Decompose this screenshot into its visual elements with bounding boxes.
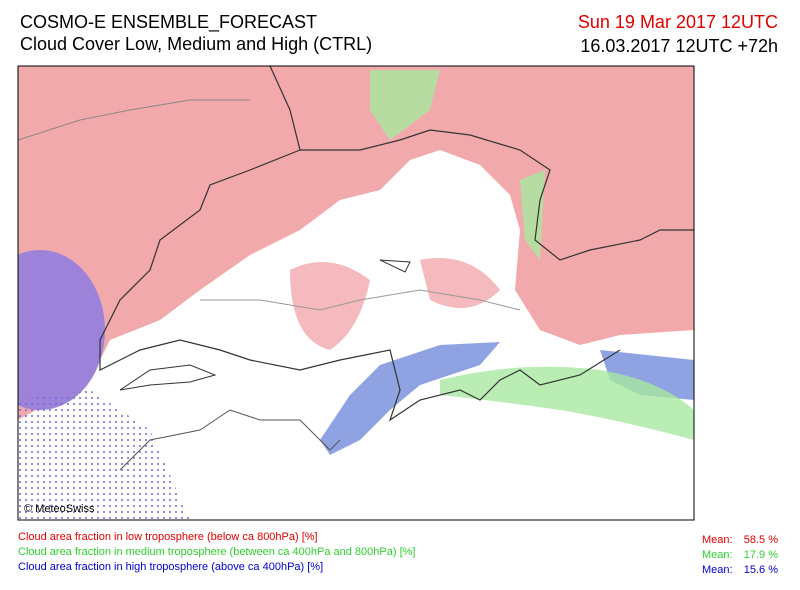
medium-cloud xyxy=(440,366,694,440)
cloud-field xyxy=(18,66,694,520)
subtitle: Cloud Cover Low, Medium and High (CTRL) xyxy=(20,34,373,54)
high-cloud xyxy=(18,390,190,520)
title: COSMO-E ENSEMBLE_FORECAST xyxy=(20,12,318,32)
high-cloud xyxy=(600,350,694,400)
lake xyxy=(119,364,217,391)
mean-label: Mean: xyxy=(702,564,733,576)
low-cloud xyxy=(420,258,500,308)
borders xyxy=(18,66,694,471)
medium-cloud xyxy=(370,70,440,140)
lake xyxy=(379,259,411,273)
map-frame xyxy=(17,65,695,521)
copyright: © MeteoSwiss xyxy=(24,503,95,515)
country-border xyxy=(269,66,694,261)
region-border xyxy=(200,289,521,311)
legend-label: Cloud area fraction in low troposphere (… xyxy=(18,531,318,543)
mean-label: Mean: xyxy=(702,549,733,561)
legend-label: Cloud area fraction in medium tropospher… xyxy=(18,546,416,558)
country-border xyxy=(99,149,621,422)
run-time: 16.03.2017 12UTC +72h xyxy=(580,36,778,56)
mean-value: 58.5 % xyxy=(743,534,778,546)
legend-label: Cloud area fraction in high troposphere … xyxy=(18,561,324,573)
medium-cloud xyxy=(520,170,545,260)
mean-value: 17.9 % xyxy=(743,549,778,561)
high-low-overlap xyxy=(18,250,105,410)
country-border xyxy=(119,409,341,471)
mean-value: 15.6 % xyxy=(743,564,778,576)
low-cloud xyxy=(290,262,370,350)
valid-time: Sun 19 Mar 2017 12UTC xyxy=(577,12,778,32)
region-border xyxy=(18,99,250,141)
mean-label: Mean: xyxy=(702,534,733,546)
clear-area xyxy=(18,150,694,520)
high-cloud xyxy=(320,342,500,455)
